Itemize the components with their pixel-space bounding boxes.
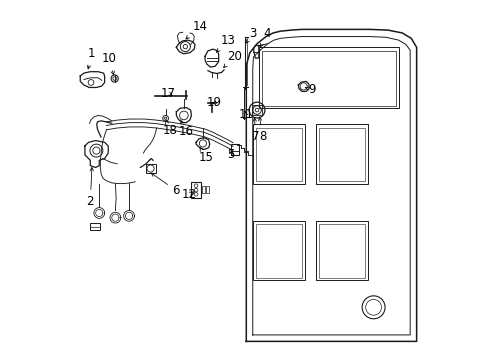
- Text: 14: 14: [185, 20, 207, 39]
- Bar: [253, 125, 305, 184]
- Text: 6: 6: [151, 173, 180, 197]
- Bar: [258, 47, 398, 108]
- Text: 17: 17: [160, 87, 175, 100]
- Bar: [205, 186, 208, 193]
- Text: 20: 20: [223, 50, 242, 68]
- Bar: [251, 105, 262, 116]
- Text: 10: 10: [102, 52, 116, 75]
- Bar: [190, 182, 201, 198]
- Bar: [145, 164, 156, 173]
- Bar: [90, 223, 100, 230]
- Bar: [261, 50, 395, 106]
- Bar: [319, 128, 364, 181]
- Text: 15: 15: [198, 148, 213, 164]
- Bar: [202, 186, 204, 193]
- Text: 16: 16: [178, 120, 193, 138]
- Bar: [253, 221, 305, 280]
- Text: 13: 13: [216, 34, 235, 52]
- Text: 9: 9: [305, 83, 315, 96]
- Text: 3: 3: [245, 27, 256, 43]
- Text: 19: 19: [206, 96, 221, 109]
- Bar: [316, 221, 367, 280]
- Bar: [230, 144, 238, 155]
- Text: 11: 11: [238, 108, 253, 121]
- Text: 18: 18: [162, 121, 177, 137]
- Bar: [256, 225, 302, 278]
- Text: 5: 5: [227, 148, 234, 161]
- Text: 7: 7: [251, 118, 259, 144]
- Text: 1: 1: [87, 47, 95, 69]
- Bar: [316, 125, 367, 184]
- Text: 4: 4: [260, 27, 270, 47]
- Text: 12: 12: [181, 188, 196, 201]
- Text: 2: 2: [86, 167, 94, 208]
- Text: 8: 8: [258, 117, 266, 144]
- Bar: [319, 225, 364, 278]
- Bar: [256, 128, 302, 181]
